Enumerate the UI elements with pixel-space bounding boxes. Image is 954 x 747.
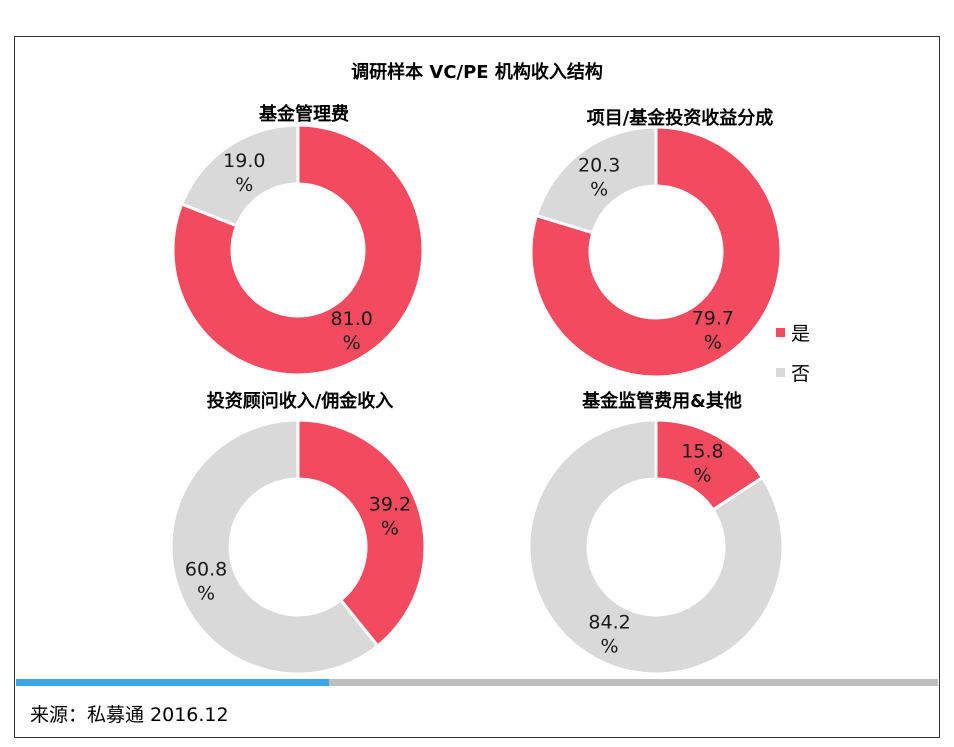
donut-0-label-no: 19.0% bbox=[223, 150, 265, 196]
donut-3-label-yes: 15.8% bbox=[681, 440, 723, 486]
legend-item-yes: 是 bbox=[776, 312, 810, 352]
donut-title-investment-share: 项目/基金投资收益分成 bbox=[586, 108, 774, 129]
legend: 是 否 bbox=[776, 312, 810, 392]
legend-label-no: 否 bbox=[791, 362, 811, 385]
legend-item-no: 否 bbox=[776, 352, 810, 392]
donut-0-slice-yes bbox=[171, 123, 425, 377]
donut-0-slice-no bbox=[179, 123, 300, 228]
progress-bar-fill bbox=[16, 679, 330, 686]
donut-1-slice-no bbox=[534, 125, 658, 235]
donut-1-slice-yes bbox=[529, 125, 783, 379]
source-note: 来源：私募通 2016.12 bbox=[30, 704, 229, 726]
donut-2-slice-no bbox=[169, 418, 380, 676]
chart-frame bbox=[14, 36, 940, 738]
donut-0-label-yes: 81.0% bbox=[331, 308, 373, 354]
donut-3-slice-no bbox=[527, 418, 785, 676]
donut-1-label-yes: 79.7% bbox=[692, 308, 734, 354]
donut-3-label-no: 84.2% bbox=[588, 612, 630, 658]
legend-swatch-yes bbox=[776, 327, 785, 337]
donut-title-supervision-fee: 基金监管费用&其他 bbox=[582, 391, 742, 412]
legend-label-yes: 是 bbox=[791, 322, 811, 345]
donut-title-management-fee: 基金管理费 bbox=[259, 104, 349, 125]
chart-title: 调研样本 VC/PE 机构收入结构 bbox=[351, 62, 603, 83]
donut-title-advisory-income: 投资顾问收入/佣金收入 bbox=[206, 391, 394, 412]
progress-bar bbox=[16, 679, 938, 686]
donut-2-slice-yes bbox=[296, 418, 427, 648]
donut-2-label-no: 60.8% bbox=[185, 558, 227, 604]
legend-swatch-no bbox=[776, 367, 785, 377]
donut-1-label-no: 20.3% bbox=[578, 154, 620, 200]
donut-2-label-yes: 39.2% bbox=[369, 494, 411, 540]
